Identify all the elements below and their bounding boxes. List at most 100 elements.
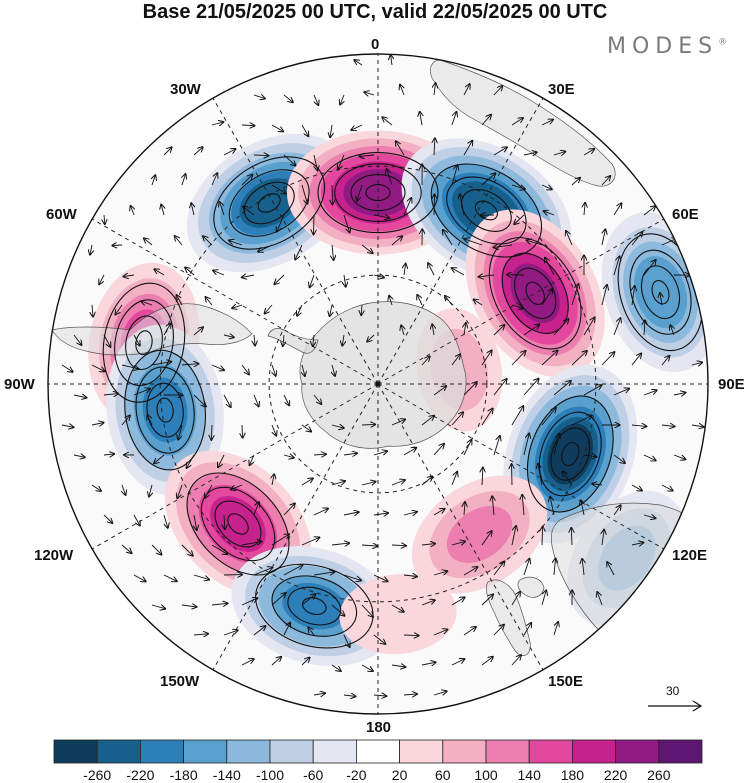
wind-arrow	[511, 655, 521, 666]
wind-arrow	[391, 419, 405, 426]
wind-arrow	[361, 304, 362, 315]
streamline-contour	[228, 169, 310, 237]
streamline-contour	[227, 513, 249, 535]
wind-arrow	[400, 85, 404, 96]
wind-arrow	[152, 175, 155, 186]
wind-arrow	[308, 627, 315, 636]
wind-arrow	[553, 434, 559, 456]
wind-arrow	[583, 455, 596, 457]
wind-arrow	[154, 454, 165, 463]
wind-arrow	[241, 175, 252, 186]
wind-arrow	[271, 593, 286, 606]
wind-arrow	[271, 124, 283, 131]
wind-arrow	[313, 394, 321, 404]
wind-arrow	[691, 362, 702, 365]
streamline-contour	[287, 586, 342, 626]
wind-arrow	[133, 574, 146, 581]
wind-arrow	[277, 214, 285, 232]
wind-arrow	[373, 513, 388, 515]
wind-arrow	[522, 495, 524, 516]
wind-arrow	[340, 94, 344, 105]
wind-arrow	[421, 477, 432, 486]
wind-arrow	[122, 484, 126, 495]
wind-arrow	[541, 351, 558, 366]
streamline-contour	[365, 184, 391, 202]
arrow-right-icon-head	[692, 700, 703, 712]
wind-arrow	[265, 304, 273, 314]
wind-arrow	[511, 351, 526, 366]
colorbar-swatch	[442, 739, 487, 764]
streamline-contour	[255, 563, 374, 649]
wind-arrow	[242, 424, 243, 438]
wind-arrow	[211, 424, 212, 440]
wind-arrow	[361, 545, 377, 546]
wind-arrow	[90, 244, 92, 255]
wind-arrow	[343, 695, 356, 696]
wind-arrow	[203, 236, 213, 246]
wind-arrow	[211, 364, 224, 370]
wind-arrow	[451, 112, 456, 126]
colorbar-swatch	[355, 739, 400, 764]
wind-arrow	[571, 178, 580, 186]
wind-arrow	[223, 335, 234, 337]
colorbar-swatch	[96, 739, 141, 764]
streamline-contour	[501, 252, 569, 334]
wind-arrow	[571, 351, 587, 366]
wind-arrow	[331, 664, 341, 671]
wind-arrow	[229, 240, 243, 246]
wind-arrow	[301, 658, 310, 666]
wind-arrow	[91, 484, 101, 491]
wind-arrow	[571, 528, 572, 546]
wind-arrow	[481, 409, 493, 426]
wind-arrow	[421, 662, 436, 665]
colorbar-tick-label: 220	[603, 767, 628, 783]
wind-arrow	[373, 634, 385, 644]
wind-arrow	[73, 395, 86, 398]
wind-arrow	[103, 334, 110, 347]
streamline-contour	[186, 472, 290, 576]
wind-arrow	[223, 149, 236, 156]
wind-arrow	[493, 325, 504, 336]
lon-label-90w: 90W	[4, 376, 35, 393]
streamline-contour	[200, 486, 276, 562]
wind-arrow	[482, 468, 483, 486]
streamline-contour	[102, 282, 186, 403]
wind-arrow	[193, 574, 209, 580]
wind-arrow	[175, 236, 183, 246]
wind-arrow	[182, 174, 186, 186]
wind-arrow	[553, 152, 565, 155]
wind-arrow	[272, 474, 274, 486]
colorbar	[53, 739, 703, 764]
wind-arrow	[310, 274, 315, 287]
wind-arrow	[602, 229, 605, 246]
streamline-contour	[302, 597, 327, 616]
wind-arrow	[373, 451, 387, 456]
streamline-contour	[114, 299, 174, 387]
meridian-line	[212, 97, 379, 385]
lon-label-120w: 120W	[34, 547, 74, 564]
wind-arrow	[343, 453, 357, 455]
wind-arrow	[403, 198, 411, 216]
wind-arrow	[463, 84, 470, 96]
wind-arrow	[463, 567, 477, 576]
wind-arrow	[660, 293, 662, 306]
wind-arrow	[115, 304, 123, 315]
wind-arrow	[523, 623, 531, 636]
wind-arrow	[481, 595, 493, 606]
streamline-contour	[334, 163, 422, 222]
colorbar-tick-label: -140	[212, 767, 241, 783]
streamline-contour	[538, 411, 602, 497]
wind-arrow	[250, 454, 255, 465]
wind-arrow	[253, 502, 259, 516]
streamline-contour	[317, 152, 439, 234]
wind-arrow	[163, 147, 172, 156]
wind-arrow	[61, 364, 73, 372]
colorbar-swatch	[399, 739, 444, 764]
streamline-contour	[135, 330, 153, 356]
lon-label-0: 0	[371, 36, 380, 53]
wind-arrow	[433, 691, 447, 695]
wind-arrow	[211, 173, 217, 186]
wind-arrow	[493, 379, 507, 396]
wind-arrow	[301, 594, 315, 606]
wind-arrow	[464, 323, 466, 336]
